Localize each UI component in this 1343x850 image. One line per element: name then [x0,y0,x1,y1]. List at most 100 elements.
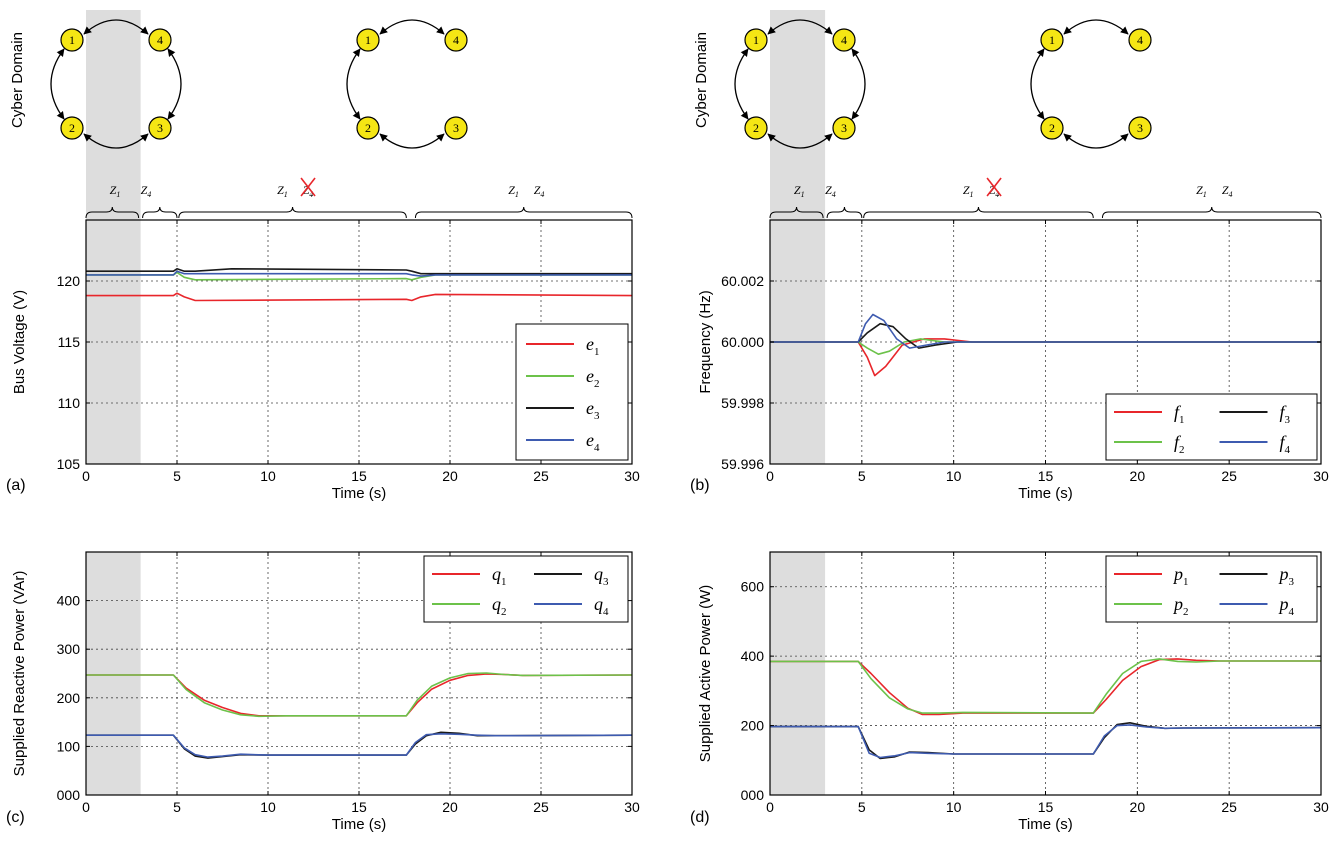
x-tick-label: 25 [1221,799,1237,815]
graph-node [832,28,856,52]
y-tick-label: 300 [57,641,81,657]
y-tick-label: 200 [57,690,81,706]
graph-edge [767,133,833,149]
zone-label: Z4 [141,183,152,199]
legend-label: p2 [1172,594,1189,618]
legend-label: p1 [1172,564,1189,588]
cyber-graph-a-full: 1 4 2 3 [50,19,182,149]
legend-label: e3 [586,398,600,422]
chart-panel-c: 0 5 10 15 20 25 30 000 100 200 300 400 Time (s) Suppl… [6,551,640,833]
cyber-domain-label: Cyber Domain [693,32,710,128]
series-line-f1 [770,338,1321,377]
x-axis-label: Time (s) [332,485,386,502]
panel-label: (b) [690,477,710,494]
graph-edge [1063,133,1129,149]
zone-label: Z4 [825,183,836,199]
graph-node [1128,28,1152,52]
graph-node [148,28,172,52]
legend-label: e2 [586,366,600,390]
shaded-interval [86,552,141,795]
x-tick-label: 25 [533,468,549,484]
x-tick-label: 5 [173,468,181,484]
graph-edge [851,48,866,120]
zone-label: Z1 [110,183,121,199]
graph-node-label: 2 [69,121,75,135]
cross-mark [300,177,316,197]
graph-edge [1063,19,1129,35]
chart-panel-b: 0 5 10 15 20 25 30 59.996 59.998 60.000 60.002 Time… [690,10,1329,502]
legend-box [515,323,629,461]
graph-node [444,28,468,52]
x-axis-label: Time (s) [1018,816,1072,833]
panel-label: (a) [6,477,26,494]
x-tick-label: 10 [946,799,962,815]
panel-label: (d) [690,809,710,826]
y-tick-label: 200 [741,718,765,734]
zone-label: Z1 [277,183,288,199]
x-tick-label: 15 [1038,468,1054,484]
x-tick-label: 10 [260,799,276,815]
graph-node-label: 3 [1137,121,1143,135]
series-line-e4 [86,270,632,277]
graph-edge [83,19,149,35]
legend: p1 p2 p3 p4 [1105,555,1318,623]
graph-node-label: 1 [753,33,759,47]
x-tick-label: 20 [442,468,458,484]
graph-edge [1030,48,1045,120]
legend: f1 f2 f3 f4 [1105,393,1318,461]
zone-label: Z4 [534,183,545,199]
legend-label: e1 [586,334,600,358]
y-tick-label: 110 [58,395,81,411]
x-tick-label: 25 [533,799,549,815]
x-tick-label: 30 [1313,468,1329,484]
y-axis-label: Frequency (Hz) [697,290,714,393]
legend-box [1105,555,1318,623]
y-tick-label: 000 [57,787,81,803]
x-tick-label: 5 [858,799,866,815]
graph-node [356,116,380,140]
legend-box [1105,393,1318,461]
graph-edge [83,133,149,149]
graph-node-label: 4 [453,33,459,47]
graph-node-label: 4 [157,33,163,47]
legend-label: f2 [1174,432,1185,456]
x-tick-label: 0 [82,799,90,815]
legend-label: f3 [1280,402,1291,426]
y-tick-label: 60.000 [721,334,764,350]
x-tick-label: 0 [766,468,774,484]
graph-node-label: 3 [841,121,847,135]
graph-node-label: 4 [841,33,847,47]
legend-label: e4 [586,430,600,454]
graph-edge [167,48,182,120]
series-line-q4 [86,732,633,758]
y-tick-label: 59.996 [721,456,764,472]
y-tick-label: 600 [741,579,765,595]
graph-node-label: 4 [1137,33,1143,47]
graph-node-label: 1 [69,33,75,47]
y-tick-label: 59.998 [721,395,764,411]
zone-label: Z1 [1196,183,1207,199]
graph-node-label: 2 [753,121,759,135]
graph-node [60,28,84,52]
x-tick-label: 5 [173,799,181,815]
graph-node [1128,116,1152,140]
shaded-interval [770,552,826,795]
x-tick-label: 20 [442,799,458,815]
graph-node [356,28,380,52]
graph-node [60,116,84,140]
zone-label: Z1 [794,183,805,199]
panel-label: (c) [6,809,25,826]
graph-edge [379,133,445,149]
y-tick-label: 60.002 [721,273,764,289]
x-axis-label: Time (s) [1018,485,1072,502]
graph-node [1040,116,1064,140]
graph-node-label: 3 [453,121,459,135]
x-tick-label: 30 [1313,799,1329,815]
x-tick-label: 0 [766,799,774,815]
zone-brace [85,206,140,219]
series-line-f4 [770,313,1321,349]
x-tick-label: 5 [858,468,866,484]
x-tick-label: 15 [1038,799,1054,815]
x-tick-label: 20 [1130,799,1146,815]
